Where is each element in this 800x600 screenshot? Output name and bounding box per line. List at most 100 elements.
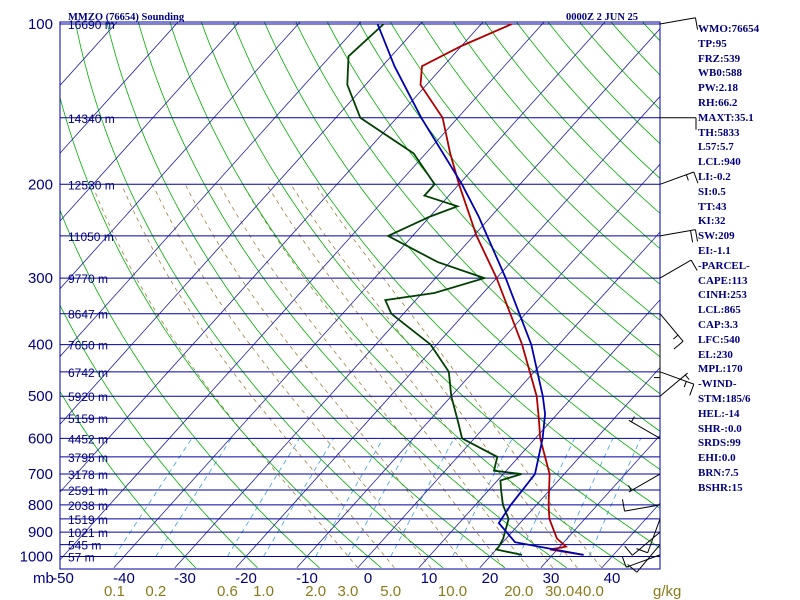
moist-adiabat	[121, 184, 395, 569]
index-row: SRDS:99	[698, 437, 741, 450]
dry-adiabat	[60, 304, 258, 569]
temperature-tick-label: -10	[296, 570, 318, 587]
mixing-ratio-tick-label: 10.0	[438, 583, 467, 600]
wind-barb-staff	[659, 17, 696, 25]
index-row: SW:209	[698, 230, 735, 243]
wind-barb-half	[683, 381, 687, 388]
moist-adiabat	[152, 184, 432, 569]
moist-adiabat	[290, 184, 578, 569]
index-row: BRN:7.5	[698, 466, 739, 479]
mixing-ratio-tick-label: 0.6	[217, 583, 238, 600]
isotherm	[540, 434, 660, 569]
height-label: 6742 m	[68, 366, 108, 380]
wind-barb-flag	[621, 499, 626, 512]
index-row: WB0:588	[698, 67, 742, 80]
index-row: BSHR:15	[698, 481, 743, 494]
height-label: 9770 m	[68, 272, 108, 286]
wind-barb-flag	[673, 340, 684, 350]
index-row: EHI:0.0	[698, 452, 736, 465]
mixing-ratio-tick-label: 30.0	[545, 583, 574, 600]
wind-barb-half	[684, 374, 690, 380]
wind-barb-flag	[693, 171, 699, 184]
dewpoint-line	[346, 23, 523, 556]
height-label: 3178 m	[68, 468, 108, 482]
index-row: SHR-:0.0	[698, 422, 742, 435]
height-label: 16690 m	[68, 18, 115, 32]
index-row: LFC:540	[698, 333, 741, 346]
isotherms	[60, 22, 660, 569]
index-row: KI:32	[698, 215, 726, 228]
moist-adiabat	[218, 184, 505, 569]
wind-barb-staff	[659, 313, 684, 342]
mixing-ratio-line	[114, 438, 193, 557]
wind-barb	[636, 518, 661, 554]
index-row: L57:5.7	[698, 141, 734, 154]
height-label: 8647 m	[68, 308, 108, 322]
dry-adiabat	[60, 390, 196, 569]
index-row: TP:95	[698, 37, 727, 50]
isotherm	[479, 367, 660, 569]
temperature-tick-label: 20	[482, 570, 499, 587]
temperature-tick-label: 10	[421, 570, 438, 587]
pressure-tick-label: 800	[28, 497, 53, 514]
mixing-ratio-tick-label: 3.0	[338, 583, 359, 600]
temperature-tick-label: 40	[604, 570, 621, 587]
index-row: EL:230	[698, 348, 733, 361]
mixing-ratio-tick-label: 20.0	[504, 583, 533, 600]
index-row: PW:2.18	[698, 82, 739, 95]
wind-barb	[659, 229, 699, 243]
wind-barb-staff	[632, 531, 661, 556]
isotherm	[60, 22, 362, 358]
dry-adiabat	[421, 22, 660, 285]
isotherm	[296, 163, 660, 569]
index-row: RH:66.2	[698, 96, 738, 109]
height-label: 5920 m	[68, 390, 108, 404]
pressure-tick-label: 100	[28, 16, 53, 33]
index-row: MPL:170	[698, 363, 743, 376]
height-label: 1519 m	[68, 513, 108, 527]
wind-barb-flag	[627, 564, 638, 573]
pressure-tick-label: 600	[28, 430, 53, 447]
wind-barb-half	[630, 416, 635, 423]
wind-barb-staff	[659, 259, 692, 279]
isotherm	[235, 95, 660, 569]
isotherm	[60, 22, 240, 222]
dry-adiabat	[453, 22, 660, 250]
dry-adiabat	[295, 22, 660, 432]
index-row: -PARCEL-	[698, 259, 750, 272]
height-label: 7650 m	[68, 339, 108, 353]
isotherm	[60, 22, 545, 561]
wind-barb-half	[685, 174, 689, 181]
height-label: 3795 m	[68, 451, 108, 465]
temperature-tick-label: 0	[364, 570, 372, 587]
wind-barb	[659, 259, 698, 279]
dry-adiabat	[169, 22, 629, 569]
wind-barb	[659, 372, 690, 397]
temperature-tick-label: -40	[113, 570, 135, 587]
mixing-ratio-tick-label: 40.0	[575, 583, 604, 600]
pressure-tick-label: 1000	[20, 549, 53, 566]
pressure-tick-label: 900	[28, 524, 53, 541]
dry-adiabat	[60, 96, 382, 569]
height-label: 545 m	[68, 539, 101, 553]
wind-barb	[624, 531, 661, 556]
height-label: 2591 m	[68, 484, 108, 498]
station-title: MMZO (76654) Sounding	[68, 12, 185, 23]
dry-adiabat	[232, 22, 660, 509]
height-label: 2038 m	[68, 499, 108, 513]
pressure-tick-label: 300	[28, 270, 53, 287]
wind-barb-flag	[621, 555, 627, 568]
dry-adiabat	[137, 22, 568, 569]
mixing-ratio-tick-label: 2.0	[305, 583, 326, 600]
temperature-tick-label: -50	[52, 570, 74, 587]
indices-panel: WMO:76654 TP:95 FRZ:539 WB0:588 PW:2.18 RH:66…	[698, 22, 798, 496]
moist-adiabat	[184, 184, 468, 569]
mixing-ratio-tick-label: 1.0	[253, 583, 274, 600]
mixing-ratio-unit-label: g/kg	[653, 583, 681, 600]
temperature-line	[419, 23, 584, 556]
index-row: HEL:-14	[698, 407, 740, 420]
isotherm	[60, 22, 301, 290]
index-row: -WIND-	[698, 378, 737, 391]
parcel-line	[376, 23, 584, 556]
